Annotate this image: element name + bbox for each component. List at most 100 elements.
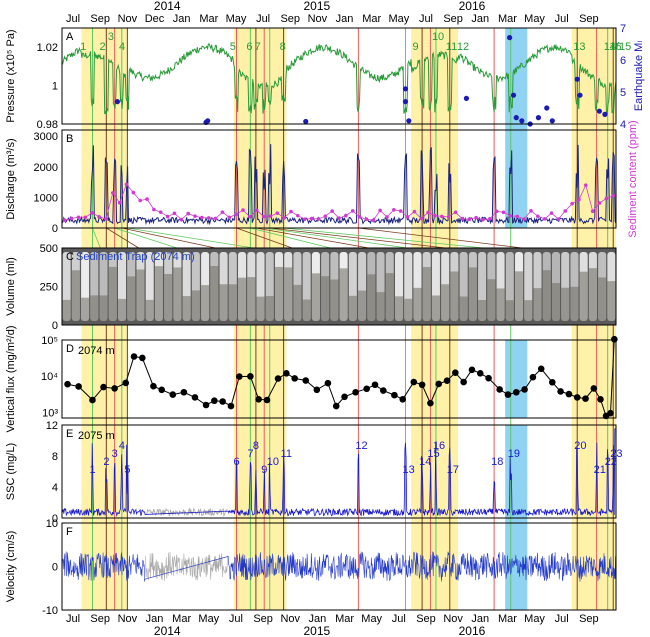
- ssc-gap-series: [145, 507, 228, 517]
- sediment-point: [316, 217, 321, 221]
- flux-point: [169, 391, 177, 398]
- top-year-label: 2015: [303, 0, 330, 13]
- trap-sediment: [487, 279, 496, 321]
- bottom-month-label: May: [198, 613, 219, 625]
- connector-line: [121, 227, 216, 249]
- sediment-point: [412, 209, 417, 214]
- panel-frame-E: [61, 424, 617, 519]
- trap-sediment: [118, 298, 127, 321]
- earthquake-band: [505, 340, 528, 418]
- event-label: 8: [253, 440, 259, 452]
- top-month-label: Nov: [308, 13, 328, 25]
- sediment-point: [542, 217, 547, 221]
- flux-point: [435, 380, 443, 388]
- trap-sediment: [607, 281, 616, 321]
- tick-label: 10: [46, 518, 58, 530]
- trap-sediment: [348, 295, 357, 321]
- trap-sediment: [274, 266, 283, 321]
- bottom-month-label: Mar: [498, 613, 517, 625]
- trap-sediment: [542, 270, 551, 321]
- tick-label: 0: [52, 223, 58, 235]
- event-label: 11: [281, 448, 292, 460]
- trap-sediment: [182, 296, 191, 321]
- bottom-month-label: Jul: [229, 613, 243, 625]
- tick-label: 10⁴: [41, 371, 58, 383]
- flux-point: [418, 381, 426, 389]
- tick-label: 6: [620, 55, 626, 67]
- flux-point: [139, 354, 146, 362]
- event-label: 2: [103, 456, 109, 468]
- event-label: 9: [413, 41, 419, 53]
- flux-point: [191, 394, 199, 401]
- flux-point: [100, 383, 107, 391]
- sediment-point: [515, 214, 520, 219]
- trap-sediment: [505, 300, 514, 321]
- bottom-month-label: Sep: [90, 613, 110, 625]
- trap-sediment: [404, 298, 413, 321]
- flux-point: [371, 381, 379, 389]
- bottom-month-label: Sep: [416, 613, 436, 625]
- event-label: 13: [573, 41, 585, 53]
- sediment-point: [97, 215, 101, 219]
- earthquake-point: [574, 76, 580, 82]
- trap-sediment: [413, 287, 422, 321]
- sediment-point: [398, 209, 403, 213]
- trap-sediment: [385, 273, 394, 321]
- bottom-month-label: Sep: [579, 613, 599, 625]
- flux-point: [180, 388, 188, 396]
- y-axis-label: SSC (mg/L): [5, 443, 17, 500]
- event-label: 5: [124, 464, 130, 476]
- event-label: 20: [574, 440, 586, 452]
- bottom-month-label: Mar: [172, 613, 191, 625]
- flux-point: [391, 391, 398, 399]
- event-label: 22: [605, 456, 617, 468]
- flux-point: [460, 378, 467, 386]
- tick-label: 500: [40, 243, 58, 255]
- tick-label: 250: [40, 282, 58, 294]
- sediment-point: [90, 211, 94, 215]
- flux-point: [150, 382, 157, 390]
- y-axis-label: Pressure (x10⁵ Pa): [5, 29, 17, 122]
- sediment-point: [577, 197, 581, 202]
- sediment-point: [138, 198, 142, 203]
- sediment-point: [584, 183, 588, 187]
- flux-point: [399, 395, 407, 403]
- bottom-month-label: Jul: [555, 613, 569, 625]
- sediment-point: [474, 215, 478, 220]
- event-label: 21: [594, 464, 606, 476]
- trap-sediment: [238, 277, 247, 321]
- sediment-point: [378, 208, 382, 213]
- sediment-point: [529, 209, 533, 213]
- tick-label: 10³: [42, 407, 58, 419]
- flux-point: [512, 388, 520, 396]
- trap-sediment: [127, 276, 136, 321]
- sediment-point: [453, 210, 458, 215]
- trap-sediment: [441, 284, 450, 321]
- trap-sediment: [99, 295, 108, 321]
- trap-sediment: [71, 270, 80, 321]
- sediment-point: [131, 190, 136, 195]
- tick-label: 3000: [34, 131, 58, 143]
- connector-line: [127, 227, 254, 249]
- sediment-point: [309, 216, 314, 221]
- trap-sediment: [311, 273, 320, 321]
- top-month-label: Mar: [362, 13, 381, 25]
- sediment-point: [433, 213, 437, 218]
- trap-sediment: [228, 284, 237, 321]
- bottom-month-label: Nov: [443, 613, 463, 625]
- panel-title: 2074 m: [78, 345, 115, 357]
- sediment-point: [213, 216, 218, 221]
- pressure-series: [61, 43, 617, 117]
- sediment-point: [385, 215, 389, 219]
- event-label: 16: [609, 41, 621, 53]
- trap-sediment: [561, 287, 570, 321]
- sediment-point: [124, 182, 129, 187]
- flux-point: [607, 409, 614, 417]
- flux-point: [427, 399, 434, 407]
- sediment-point: [117, 200, 122, 205]
- flux-point: [521, 386, 528, 393]
- sediment-point: [488, 217, 492, 221]
- sediment-point: [597, 201, 602, 205]
- flux-point: [219, 398, 226, 405]
- top-month-label: Jan: [336, 13, 354, 25]
